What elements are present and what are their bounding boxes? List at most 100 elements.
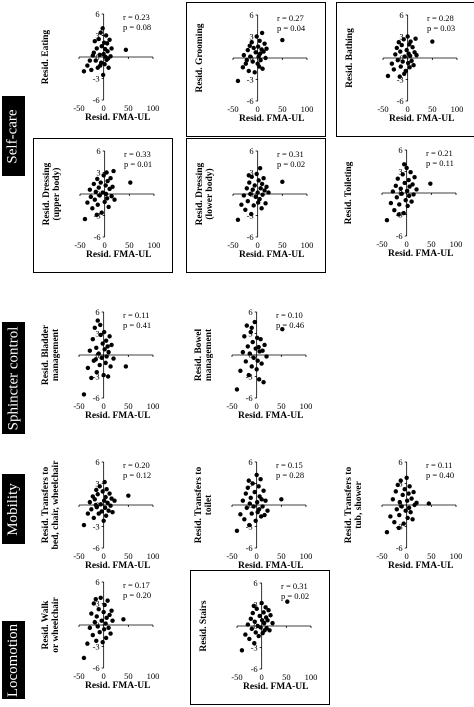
data-point bbox=[247, 501, 252, 506]
data-point bbox=[388, 514, 393, 519]
data-point bbox=[398, 64, 403, 69]
correlation-stats: r = 0.15 p = 0.28 bbox=[276, 460, 304, 480]
data-point bbox=[248, 495, 253, 501]
x-tick-label: 0 bbox=[255, 401, 259, 411]
data-point bbox=[110, 509, 115, 515]
data-point bbox=[260, 66, 265, 71]
data-point bbox=[242, 517, 247, 522]
x-tick-label: 50 bbox=[124, 401, 133, 411]
y-tick-label: 6 bbox=[398, 145, 402, 155]
y-tick-label: -6 bbox=[251, 664, 258, 674]
data-point bbox=[240, 65, 246, 70]
x-tick-label: 0 bbox=[103, 240, 107, 250]
data-point bbox=[263, 55, 268, 61]
data-point bbox=[101, 498, 107, 503]
data-point bbox=[92, 39, 97, 44]
data-point bbox=[241, 52, 247, 58]
data-point bbox=[251, 45, 256, 51]
data-point bbox=[245, 622, 251, 627]
data-point bbox=[409, 58, 414, 64]
data-point bbox=[410, 45, 415, 50]
y-tick-label: 3 bbox=[398, 167, 402, 177]
y-tick-label: 6 bbox=[248, 307, 252, 317]
data-point bbox=[411, 489, 416, 495]
data-point bbox=[99, 618, 104, 623]
data-point bbox=[259, 361, 264, 366]
data-point bbox=[260, 192, 265, 197]
data-point bbox=[404, 498, 410, 503]
y-axis-label: Resid. Dressing (lower body) bbox=[195, 144, 215, 244]
data-point bbox=[235, 217, 241, 222]
x-tick-label: 100 bbox=[451, 104, 464, 114]
data-point bbox=[401, 37, 406, 42]
data-point bbox=[254, 171, 259, 177]
x-tick-label: 100 bbox=[301, 104, 314, 114]
y-axis-label: Resid. Transfers to bed, chair, wheelchai… bbox=[41, 455, 61, 555]
data-point bbox=[109, 193, 114, 199]
data-point bbox=[251, 504, 256, 509]
data-point bbox=[247, 43, 252, 49]
x-axis-label: Resid. FMA-UL bbox=[238, 411, 304, 421]
data-point bbox=[94, 487, 99, 493]
data-point bbox=[243, 207, 248, 212]
x-tick-label: 50 bbox=[278, 240, 287, 250]
data-point bbox=[399, 42, 404, 48]
data-point bbox=[102, 505, 108, 511]
data-point bbox=[99, 509, 104, 514]
data-point bbox=[258, 57, 263, 63]
data-point bbox=[95, 202, 100, 207]
data-point bbox=[264, 184, 269, 190]
data-point bbox=[402, 71, 407, 76]
x-tick-label: 100 bbox=[147, 671, 160, 681]
data-point bbox=[245, 47, 250, 53]
data-point bbox=[123, 364, 129, 369]
data-point bbox=[89, 507, 94, 512]
data-point bbox=[90, 337, 96, 342]
data-point bbox=[402, 487, 407, 492]
x-axis-label: Resid. FMA-UL bbox=[389, 114, 455, 124]
data-point bbox=[104, 354, 109, 359]
y-tick-label: 3 bbox=[95, 31, 99, 41]
data-point bbox=[247, 351, 252, 356]
y-axis-label: Resid. Walk or wheelchair bbox=[41, 575, 61, 675]
x-tick-label: 100 bbox=[301, 240, 314, 250]
y-tick-label: 6 bbox=[95, 9, 99, 19]
x-tick-label: -50 bbox=[73, 551, 84, 561]
data-point bbox=[254, 335, 260, 340]
data-point bbox=[259, 181, 265, 187]
data-point bbox=[412, 175, 417, 180]
x-tick-label: 100 bbox=[147, 551, 160, 561]
y-tick-label: -3 bbox=[397, 75, 404, 85]
correlation-stats: r = 0.31 p = 0.02 bbox=[281, 581, 309, 601]
data-point bbox=[112, 197, 117, 202]
y-axis-label-line: Resid. Transfers to bbox=[41, 466, 51, 544]
data-point bbox=[92, 497, 97, 502]
data-point bbox=[262, 41, 267, 46]
data-point bbox=[245, 344, 250, 349]
data-point bbox=[397, 499, 402, 505]
data-point bbox=[258, 337, 263, 342]
data-point bbox=[95, 624, 100, 629]
data-point bbox=[94, 46, 99, 51]
data-point bbox=[241, 193, 247, 198]
y-axis-label-line: or wheelchair bbox=[51, 597, 61, 653]
data-point bbox=[258, 477, 263, 482]
data-point bbox=[254, 499, 260, 505]
data-point bbox=[262, 188, 267, 193]
data-point bbox=[101, 372, 106, 378]
data-point bbox=[107, 491, 112, 496]
data-point bbox=[101, 627, 107, 632]
data-point bbox=[104, 487, 109, 492]
data-point bbox=[102, 61, 107, 67]
data-point bbox=[88, 194, 94, 200]
data-point bbox=[430, 39, 435, 44]
data-point bbox=[101, 518, 106, 523]
data-point bbox=[398, 49, 403, 54]
data-point bbox=[109, 342, 114, 348]
data-point bbox=[105, 344, 110, 349]
